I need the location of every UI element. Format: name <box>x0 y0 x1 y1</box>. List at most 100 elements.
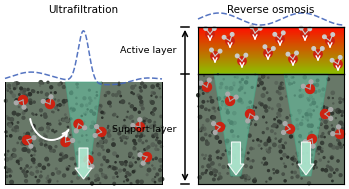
Circle shape <box>250 25 253 29</box>
Circle shape <box>336 108 340 112</box>
Bar <box>198 48 344 49</box>
Circle shape <box>7 117 10 120</box>
Circle shape <box>294 95 295 96</box>
Circle shape <box>10 118 14 121</box>
Circle shape <box>147 161 149 164</box>
Circle shape <box>141 161 145 165</box>
Circle shape <box>153 124 156 127</box>
Circle shape <box>154 122 156 123</box>
Circle shape <box>24 168 26 169</box>
Circle shape <box>291 157 294 160</box>
Circle shape <box>126 137 128 139</box>
Circle shape <box>132 120 134 122</box>
Circle shape <box>113 167 116 170</box>
Circle shape <box>297 155 298 156</box>
Circle shape <box>32 90 35 93</box>
Circle shape <box>311 159 312 160</box>
Circle shape <box>304 163 305 164</box>
Circle shape <box>141 107 144 110</box>
Circle shape <box>275 82 278 84</box>
Circle shape <box>251 86 253 88</box>
Circle shape <box>296 119 298 121</box>
Circle shape <box>340 111 341 112</box>
Circle shape <box>234 167 237 170</box>
Circle shape <box>10 180 13 184</box>
Circle shape <box>44 115 47 118</box>
Circle shape <box>268 107 270 108</box>
Circle shape <box>24 180 28 183</box>
Circle shape <box>95 133 96 134</box>
Circle shape <box>49 179 51 181</box>
Circle shape <box>205 155 207 156</box>
Circle shape <box>219 176 222 179</box>
Circle shape <box>32 124 35 128</box>
Circle shape <box>217 97 221 100</box>
Circle shape <box>311 154 312 155</box>
Circle shape <box>58 100 59 101</box>
Circle shape <box>40 91 42 93</box>
Circle shape <box>201 127 203 129</box>
Circle shape <box>104 157 105 158</box>
Circle shape <box>321 123 322 125</box>
Circle shape <box>9 124 12 127</box>
Circle shape <box>293 77 294 78</box>
Circle shape <box>20 91 22 93</box>
Circle shape <box>214 110 216 112</box>
Circle shape <box>70 158 72 160</box>
Circle shape <box>83 126 87 130</box>
Circle shape <box>95 106 98 109</box>
Circle shape <box>47 130 49 132</box>
Circle shape <box>62 139 65 141</box>
Circle shape <box>214 170 217 173</box>
Circle shape <box>71 91 72 92</box>
Circle shape <box>224 96 227 99</box>
Circle shape <box>312 167 314 169</box>
Circle shape <box>206 119 209 122</box>
Circle shape <box>331 33 334 36</box>
Circle shape <box>153 109 155 111</box>
Circle shape <box>233 112 236 115</box>
Circle shape <box>316 106 318 107</box>
Circle shape <box>281 158 282 160</box>
Circle shape <box>244 176 247 179</box>
Circle shape <box>133 108 136 111</box>
Circle shape <box>260 81 263 85</box>
Circle shape <box>16 160 19 163</box>
Circle shape <box>321 169 324 171</box>
Circle shape <box>31 90 34 92</box>
Circle shape <box>71 181 73 183</box>
Circle shape <box>207 101 208 102</box>
Circle shape <box>113 113 116 116</box>
Circle shape <box>202 127 206 131</box>
Circle shape <box>230 33 234 36</box>
Circle shape <box>215 122 224 132</box>
Circle shape <box>307 110 310 113</box>
Circle shape <box>332 133 334 135</box>
Circle shape <box>222 36 226 39</box>
Circle shape <box>313 139 317 142</box>
Circle shape <box>307 124 310 127</box>
Circle shape <box>225 139 229 143</box>
Circle shape <box>225 97 235 105</box>
Circle shape <box>157 137 158 139</box>
Circle shape <box>62 156 65 159</box>
Circle shape <box>248 107 250 108</box>
Circle shape <box>104 159 105 160</box>
Circle shape <box>297 161 300 165</box>
Circle shape <box>277 104 281 107</box>
Bar <box>198 70 344 71</box>
Circle shape <box>253 116 255 119</box>
Circle shape <box>118 83 120 86</box>
Circle shape <box>139 87 141 88</box>
Circle shape <box>138 151 139 152</box>
Circle shape <box>9 88 10 89</box>
Circle shape <box>141 82 144 85</box>
Circle shape <box>141 125 142 126</box>
Circle shape <box>41 99 45 103</box>
Circle shape <box>228 152 230 153</box>
Circle shape <box>81 157 82 159</box>
Circle shape <box>235 170 237 172</box>
Bar <box>198 69 344 70</box>
Circle shape <box>18 94 20 95</box>
Circle shape <box>247 115 251 119</box>
